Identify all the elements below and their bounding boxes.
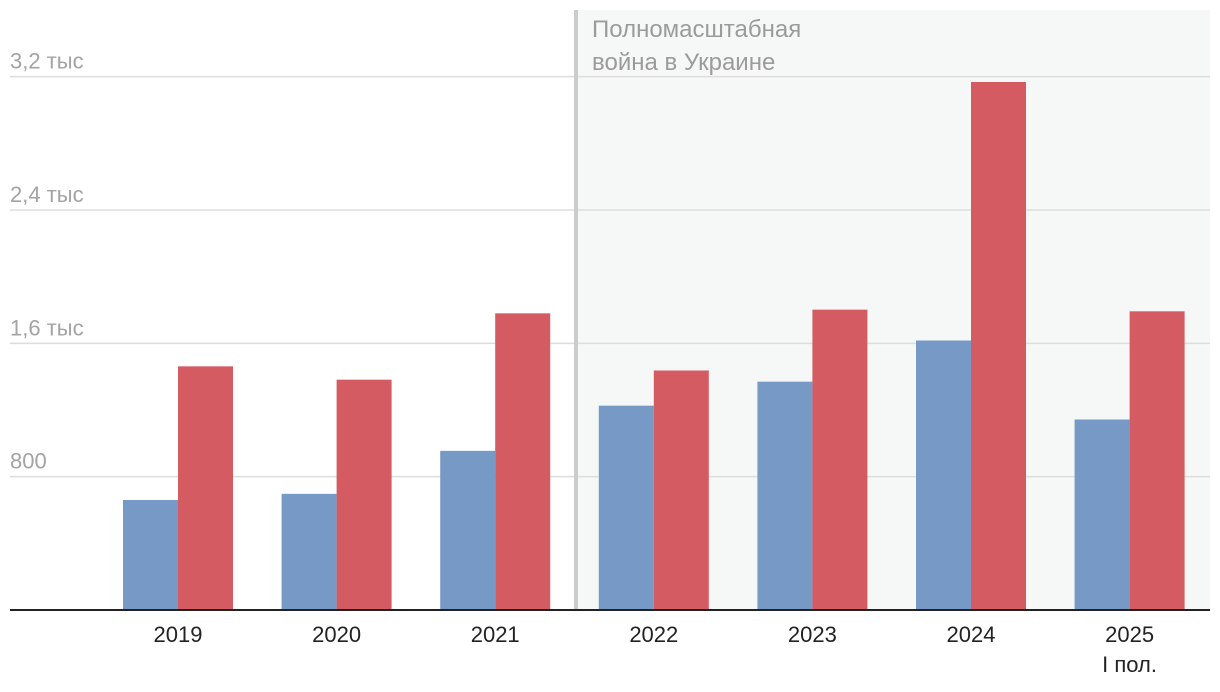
- bar-series2-2025: [1129, 311, 1185, 610]
- bar-series2-2024: [971, 82, 1026, 610]
- x-axis-labels: 2019 2020 2021 2022 2023 2024 2025 I пол.: [154, 622, 1157, 677]
- bar-series2-2022: [653, 370, 709, 610]
- y-tick-label: 800: [10, 449, 47, 474]
- x-tick-label: 2019: [154, 622, 203, 647]
- bar-series1-2019: [123, 500, 178, 610]
- x-tick-label: 2024: [947, 622, 996, 647]
- bar-series2-2020: [336, 379, 392, 610]
- bar-series1-2021: [440, 450, 496, 610]
- bar-series1-2023: [757, 381, 813, 610]
- x-tick-label: 2022: [629, 622, 678, 647]
- bar-series2-2023: [812, 309, 868, 610]
- y-tick-label: 1,6 тыс: [10, 315, 84, 340]
- bars-group: [123, 82, 1185, 610]
- x-tick-label: 2020: [312, 622, 361, 647]
- y-tick-label: 3,2 тыс: [10, 49, 84, 74]
- y-tick-label: 2,4 тыс: [10, 182, 84, 207]
- bar-series1-2024: [916, 340, 971, 610]
- annotation-line-2: война в Украине: [592, 49, 775, 76]
- bar-series2-2019: [178, 366, 233, 610]
- bar-series1-2022: [598, 405, 654, 610]
- annotation-line-1: Полномасштабная: [592, 16, 801, 43]
- bar-series2-2021: [495, 313, 551, 610]
- bar-series1-2020: [281, 493, 337, 610]
- bar-series1-2025: [1074, 419, 1130, 610]
- x-tick-label: 2025: [1105, 622, 1154, 647]
- x-tick-label: 2023: [788, 622, 837, 647]
- gridlines: 800 1,6 тыс 2,4 тыс 3,2 тыс: [10, 49, 1210, 478]
- x-tick-label: I пол.: [1102, 652, 1157, 677]
- x-tick-label: 2021: [471, 622, 520, 647]
